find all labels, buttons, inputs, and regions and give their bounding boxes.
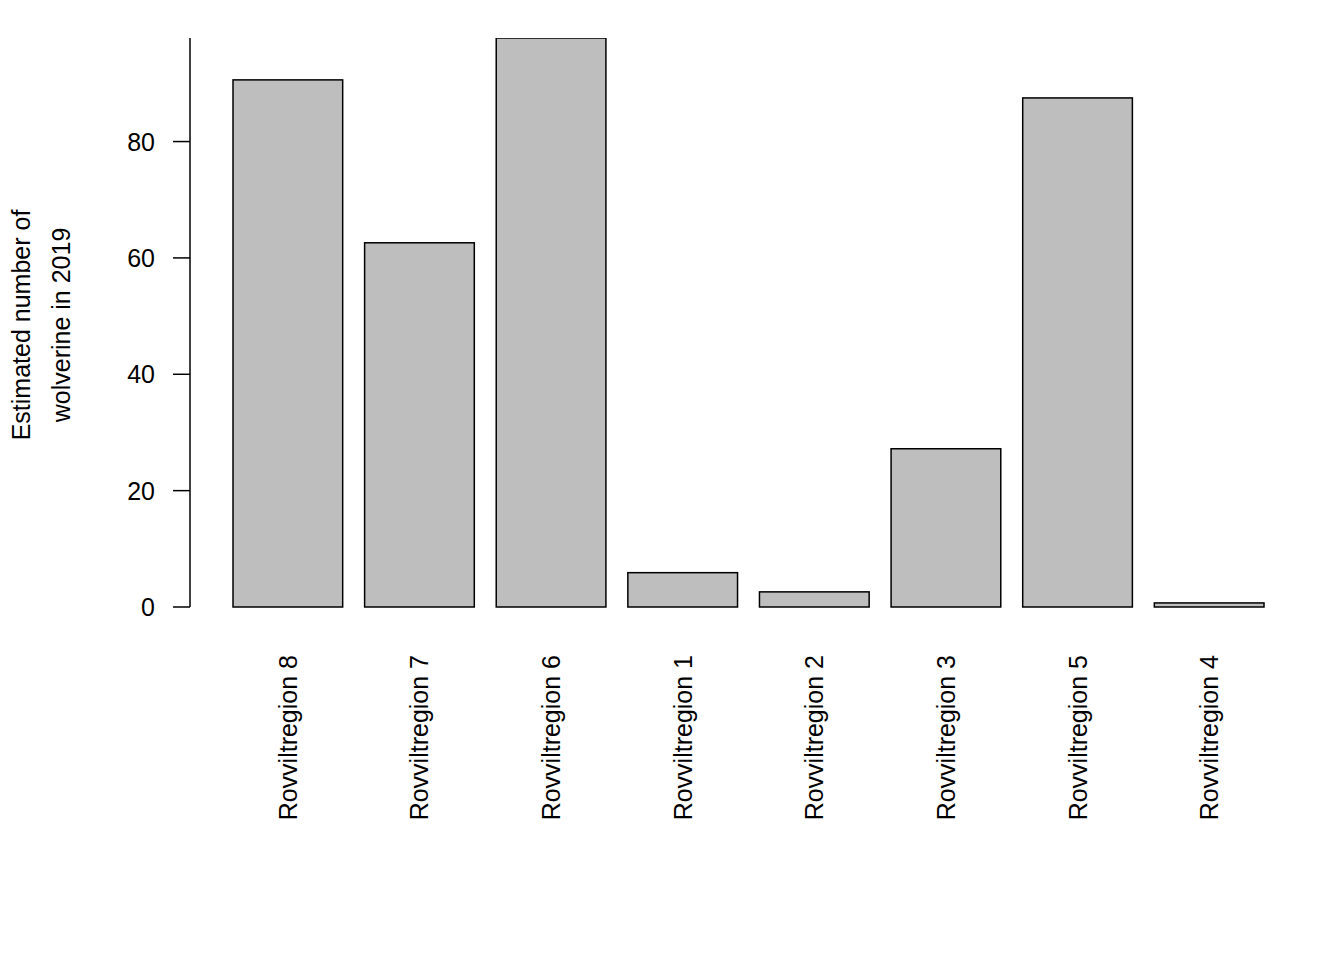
x-tick-label: Rovviltregion 5 <box>1064 655 1092 820</box>
bar <box>1154 603 1264 607</box>
y-tick <box>173 374 190 376</box>
x-tick-label: Rovviltregion 6 <box>537 655 565 820</box>
y-tick <box>173 490 190 492</box>
y-tick <box>173 606 190 608</box>
bar <box>759 592 869 607</box>
bar <box>233 80 343 607</box>
y-tick-label: 40 <box>127 360 155 388</box>
bars <box>233 38 1264 607</box>
y-axis-label: Estimated number of wolverine in 2019 <box>7 210 75 441</box>
chart: 0 20 40 60 80 Rovviltregion 8 Rovviltregion 7 R… <box>0 0 1344 960</box>
bar <box>628 573 738 607</box>
x-tick-label: Rovviltregion 3 <box>932 655 960 820</box>
bar <box>891 449 1001 607</box>
bar <box>365 243 475 607</box>
x-tick-label: Rovviltregion 4 <box>1195 655 1223 820</box>
y-tick <box>173 257 190 259</box>
y-axis-label-line: wolverine in 2019 <box>47 228 75 424</box>
x-tick-label: Rovviltregion 1 <box>669 655 697 820</box>
x-tick-label: Rovviltregion 7 <box>405 655 433 820</box>
y-tick-label: 80 <box>127 128 155 156</box>
y-tick-label: 60 <box>127 244 155 272</box>
y-tick-label: 0 <box>141 593 155 621</box>
bar <box>496 38 606 607</box>
y-axis-line <box>189 38 191 607</box>
y-axis-label-line: Estimated number of <box>7 210 35 441</box>
x-tick-label: Rovviltregion 8 <box>274 655 302 820</box>
x-tick-label: Rovviltregion 2 <box>800 655 828 820</box>
y-tick-label: 20 <box>127 477 155 505</box>
bar <box>1023 98 1133 607</box>
y-tick <box>173 141 190 143</box>
